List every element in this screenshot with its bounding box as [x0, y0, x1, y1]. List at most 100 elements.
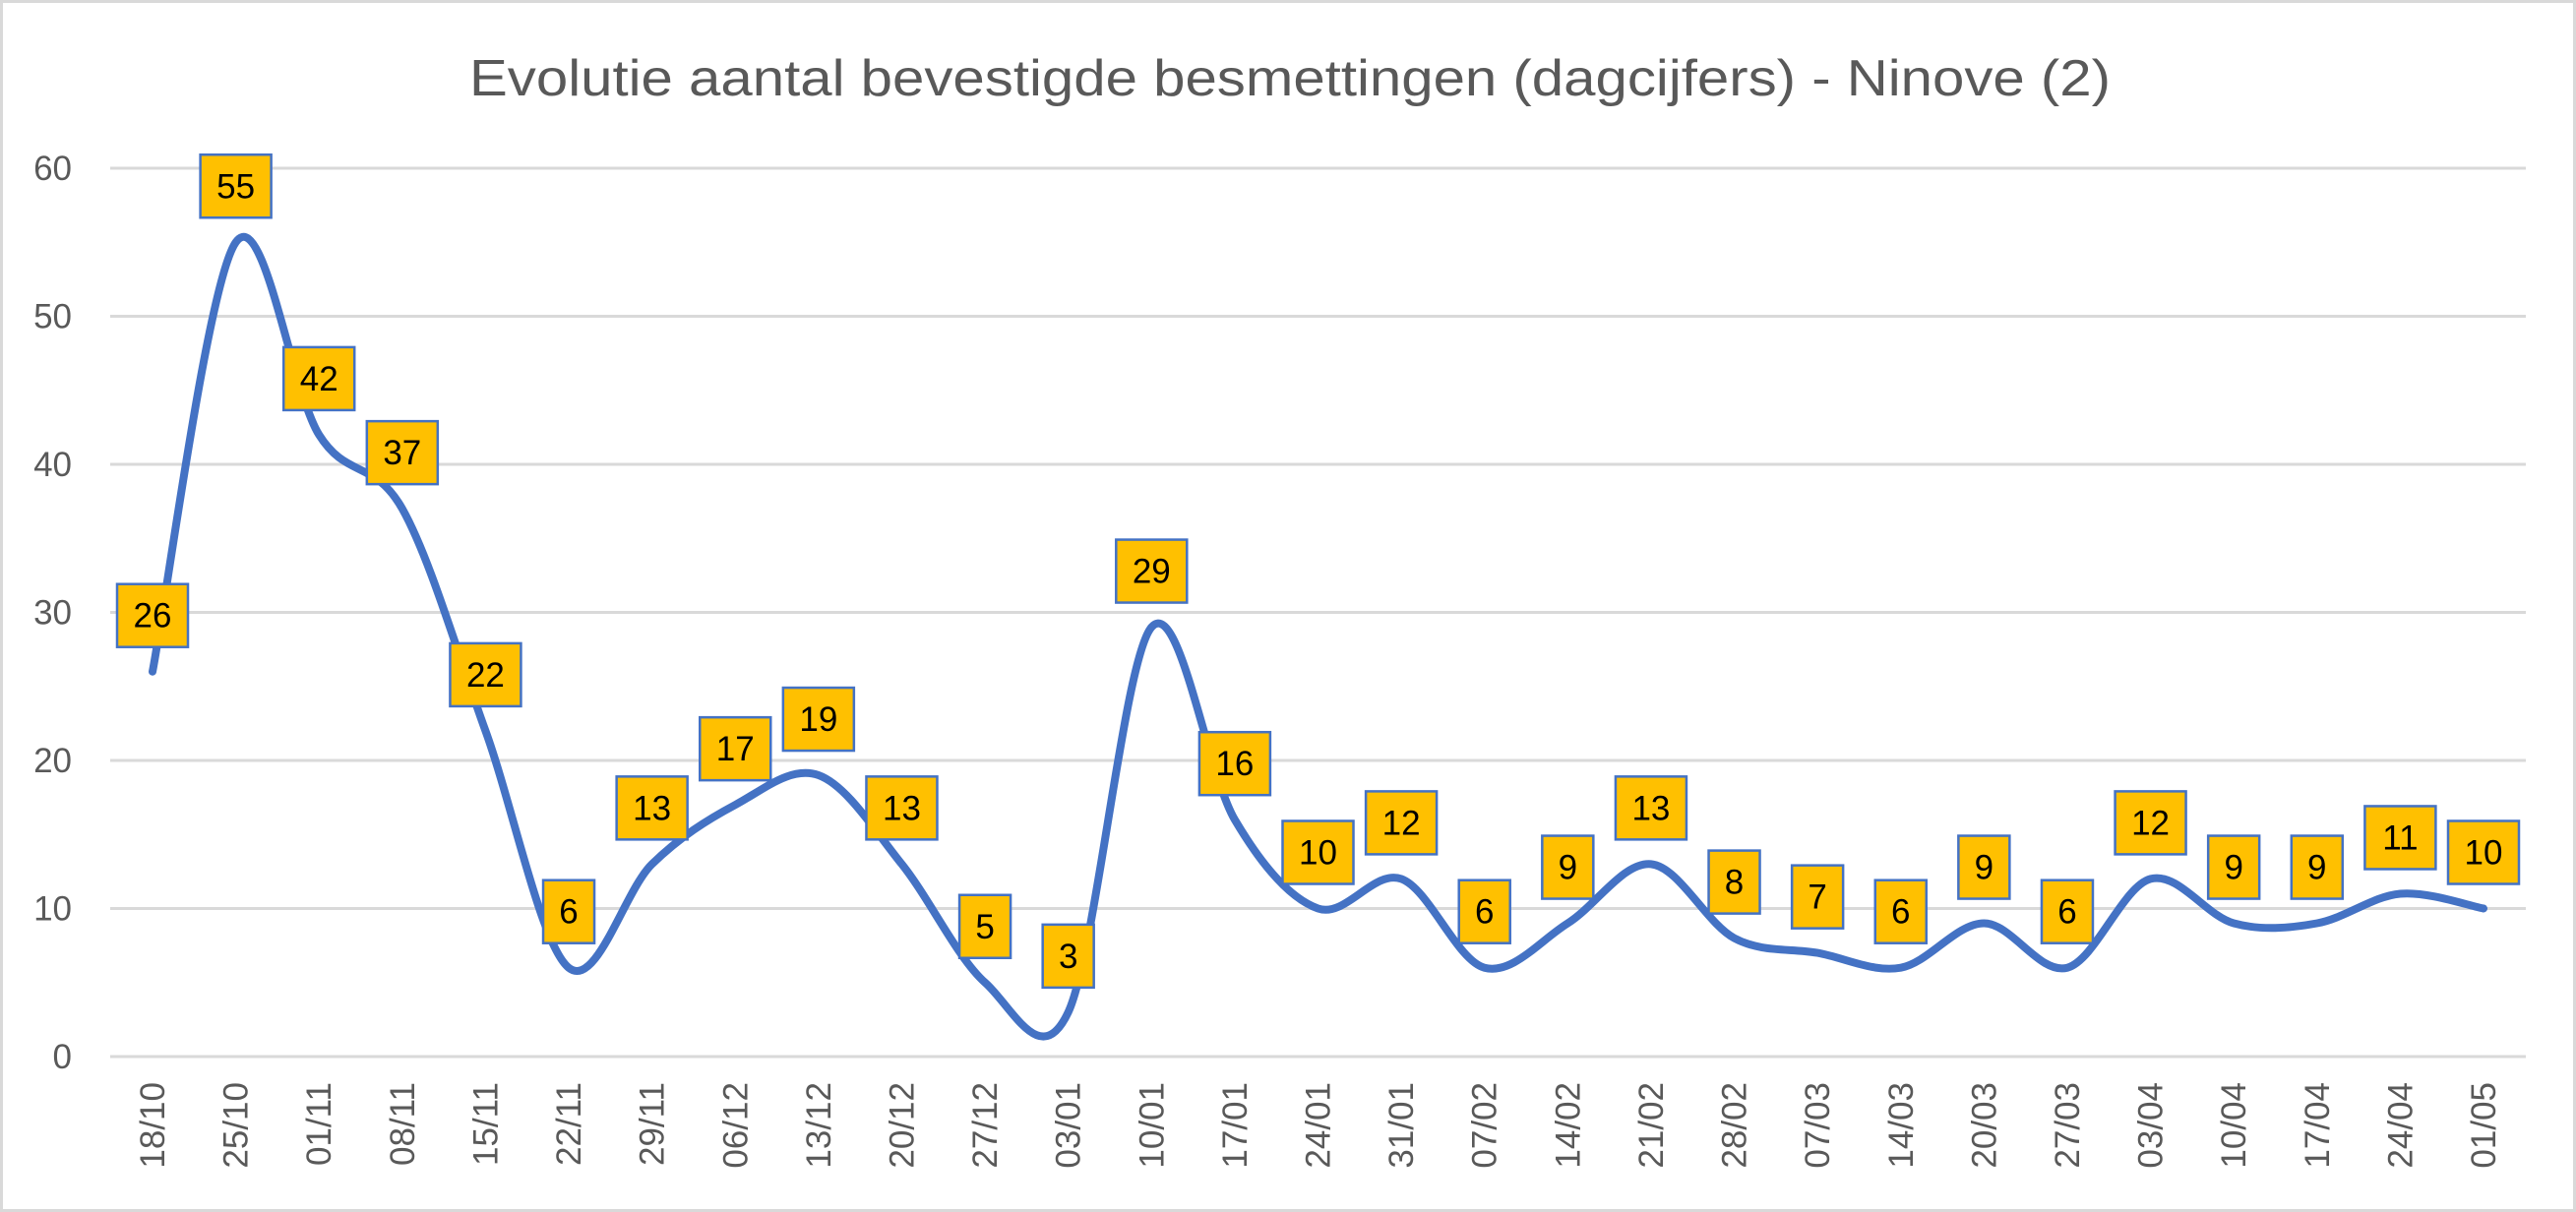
data-label-text: 6: [1891, 893, 1910, 932]
x-tick-label: 20/03: [1965, 1082, 2003, 1169]
data-point: [2480, 905, 2487, 913]
chart-title: Evolutie aantal bevestigde besmettingen …: [469, 50, 2111, 107]
data-point: [731, 801, 739, 809]
data-label: 9: [1541, 834, 1595, 900]
data-label-text: 16: [1215, 745, 1254, 783]
data-point: [1564, 920, 1571, 928]
y-axis-tick-labels: 0 10 20 30 40 50 60: [33, 150, 72, 1076]
data-label-box: [1614, 775, 1688, 841]
series-line: [149, 232, 2487, 1041]
x-tick-label: 15/11: [466, 1082, 505, 1166]
data-point: [1315, 905, 1322, 913]
data-label-box: [449, 641, 522, 708]
data-label: 42: [281, 345, 356, 412]
data-point: [1813, 949, 1821, 957]
data-label-box: [1364, 790, 1439, 856]
data-label-box: [2040, 879, 2095, 944]
x-tick-label: 27/12: [966, 1082, 1005, 1169]
data-label-text: 9: [1975, 849, 1993, 887]
data-point: [815, 771, 823, 779]
data-label-text: 13: [883, 789, 921, 827]
data-label: 9: [1957, 834, 2011, 900]
data-label-box: [1707, 849, 1761, 915]
data-label: 17: [699, 715, 772, 782]
data-point: [1731, 935, 1739, 942]
data-label: 7: [1790, 864, 1845, 930]
data-label: 10: [1281, 819, 1355, 885]
x-tick-label: 06/12: [716, 1082, 755, 1169]
data-label-text: 37: [383, 434, 421, 472]
x-tick-label: 07/03: [1799, 1082, 1837, 1169]
x-tick-label: 13/12: [800, 1082, 838, 1169]
data-label-text: 11: [2382, 818, 2418, 857]
data-label-box: [1957, 834, 2011, 900]
data-label: 22: [449, 641, 522, 708]
data-label-text: 26: [134, 597, 172, 636]
data-point: [1897, 964, 1905, 972]
data-label-box: [1281, 819, 1355, 885]
data-label: 9: [2206, 834, 2261, 900]
data-label-box: [615, 775, 689, 841]
data-point: [2063, 964, 2071, 972]
x-tick-label: 07/02: [1466, 1082, 1504, 1169]
y-tick-label: 20: [33, 742, 72, 780]
x-tick-label: 03/01: [1050, 1082, 1088, 1169]
data-label-text: 29: [1133, 553, 1171, 591]
y-tick-label: 10: [33, 890, 72, 929]
x-tick-label: 28/02: [1716, 1082, 1754, 1169]
data-label: 13: [1614, 775, 1688, 841]
data-label-box: [1790, 864, 1845, 930]
data-label-box: [541, 879, 596, 944]
data-label-box: [281, 345, 356, 412]
data-label-box: [2114, 790, 2187, 856]
data-label-box: [957, 893, 1012, 959]
data-point: [315, 431, 323, 439]
data-label: 6: [1457, 879, 1511, 944]
x-tick-label: 14/03: [1882, 1082, 1921, 1169]
y-tick-label: 30: [33, 594, 72, 633]
data-label-box: [115, 582, 190, 648]
data-label: 5: [957, 893, 1012, 959]
data-label-box: [699, 715, 772, 782]
data-label: 6: [541, 879, 596, 944]
data-point: [648, 860, 656, 868]
x-tick-label: 10/01: [1133, 1082, 1171, 1169]
x-tick-label: 24/04: [2381, 1082, 2420, 1169]
data-label: 13: [615, 775, 689, 841]
data-label: 10: [2446, 819, 2521, 885]
data-label-box: [2363, 805, 2437, 871]
data-label-box: [1541, 834, 1595, 900]
x-tick-label: 10/04: [2215, 1082, 2253, 1169]
data-label: 13: [865, 775, 939, 841]
x-tick-label: 25/10: [217, 1082, 256, 1169]
data-label-text: 42: [300, 360, 338, 398]
y-tick-label: 40: [33, 446, 72, 484]
data-point: [2396, 889, 2404, 897]
data-label-text: 13: [633, 789, 671, 827]
data-point: [1065, 1008, 1073, 1016]
data-label-text: 55: [216, 167, 255, 206]
x-tick-label: 24/01: [1300, 1082, 1338, 1169]
data-label: 9: [2290, 834, 2345, 900]
data-label: 16: [1197, 730, 1272, 797]
data-label-box: [1115, 538, 1189, 604]
gridlines: [110, 166, 2526, 1059]
data-point: [232, 238, 240, 246]
data-point: [981, 979, 989, 987]
data-label-text: 6: [559, 893, 578, 932]
data-label-box: [365, 419, 440, 486]
x-tick-label: 27/03: [2049, 1082, 2087, 1169]
data-point: [1647, 860, 1655, 868]
data-point: [481, 727, 489, 735]
data-label-text: 7: [1808, 879, 1826, 917]
data-label: 19: [781, 686, 856, 753]
data-label-box: [1457, 879, 1511, 944]
data-label: 6: [2040, 879, 2095, 944]
data-label: 29: [1115, 538, 1189, 604]
data-label-text: 22: [466, 656, 505, 695]
data-point: [1481, 964, 1489, 972]
x-tick-label: 17/04: [2299, 1082, 2337, 1169]
data-label: 3: [1041, 923, 1095, 990]
data-point: [1231, 816, 1239, 823]
